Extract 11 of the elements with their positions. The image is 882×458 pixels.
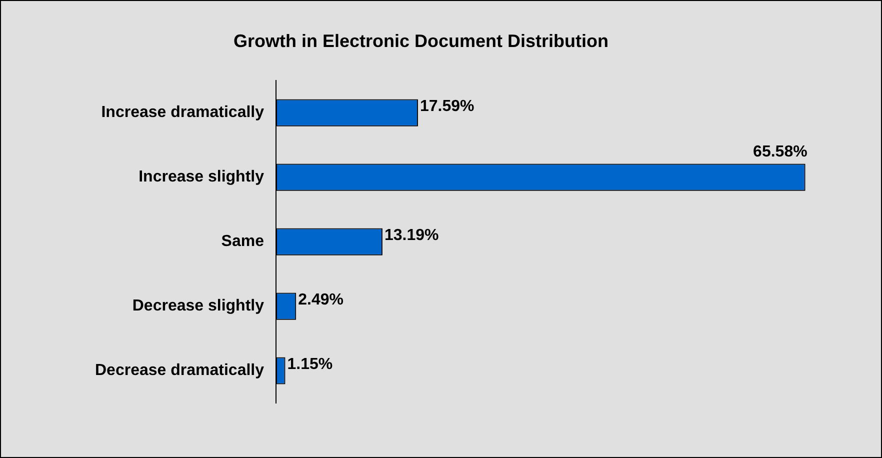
y-tick-label: Increase slightly bbox=[138, 168, 264, 186]
y-tick-label: Decrease slightly bbox=[132, 298, 264, 315]
data-label: 17.59% bbox=[420, 98, 474, 116]
chart-title: Growth in Electronic Document Distribution bbox=[233, 30, 609, 51]
y-tick-label: Decrease dramatically bbox=[95, 362, 264, 380]
data-label: 65.58% bbox=[753, 144, 808, 161]
data-label: 2.49% bbox=[298, 292, 344, 309]
data-label: 13.19% bbox=[384, 227, 439, 244]
data-label: 1.15% bbox=[287, 356, 333, 374]
y-tick-label: Increase dramatically bbox=[101, 104, 264, 122]
y-tick-label: Same bbox=[221, 233, 264, 250]
